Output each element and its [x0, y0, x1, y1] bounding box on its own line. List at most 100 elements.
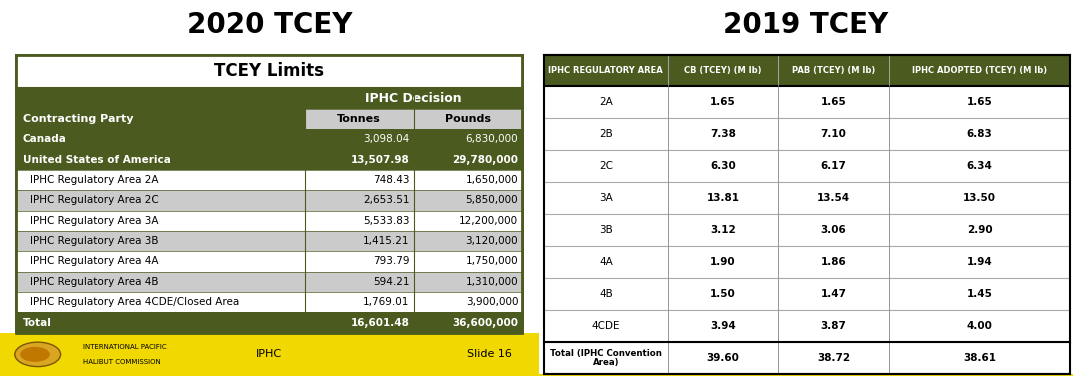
Bar	[544, 214, 667, 246]
Bar	[16, 231, 305, 251]
Text: Pounds: Pounds	[445, 114, 491, 124]
Bar	[544, 342, 667, 374]
Text: 16,601.48: 16,601.48	[351, 318, 409, 327]
Text: 2A: 2A	[599, 97, 613, 108]
Bar	[413, 170, 523, 190]
Bar	[667, 86, 778, 118]
Bar	[888, 182, 1071, 214]
Text: 1.65: 1.65	[821, 97, 847, 108]
Bar	[667, 118, 778, 150]
Text: HALIBUT COMMISSION: HALIBUT COMMISSION	[84, 359, 161, 365]
Text: IPHC Decision: IPHC Decision	[365, 92, 462, 105]
Text: 38.72: 38.72	[817, 353, 850, 363]
Text: 6.83: 6.83	[967, 129, 993, 139]
Text: IPHC Regulatory Area 2A: IPHC Regulatory Area 2A	[30, 175, 158, 185]
Bar	[305, 190, 413, 211]
Text: 4CDE: 4CDE	[591, 321, 620, 331]
Bar	[16, 170, 305, 190]
Bar	[544, 150, 667, 182]
Bar	[16, 251, 305, 271]
Bar	[539, 374, 1073, 376]
Text: IPHC Regulatory Area 2C: IPHC Regulatory Area 2C	[30, 196, 159, 205]
Text: 6.34: 6.34	[967, 161, 993, 171]
Text: IPHC Regulatory Area 3A: IPHC Regulatory Area 3A	[30, 216, 158, 226]
Text: Contracting Party: Contracting Party	[23, 114, 133, 124]
Bar	[413, 190, 523, 211]
Bar	[888, 310, 1071, 342]
Bar	[888, 342, 1071, 374]
Text: 2C: 2C	[599, 161, 613, 171]
Bar	[305, 170, 413, 190]
Bar	[305, 251, 413, 271]
Bar	[667, 150, 778, 182]
Bar	[544, 86, 667, 118]
Bar	[667, 214, 778, 246]
Bar	[16, 271, 305, 292]
Text: 5,850,000: 5,850,000	[466, 196, 518, 205]
Bar	[413, 109, 523, 129]
Text: 2.90: 2.90	[967, 225, 993, 235]
Text: 13.50: 13.50	[964, 193, 996, 203]
Bar	[888, 278, 1071, 310]
Bar	[16, 55, 523, 333]
Bar	[667, 246, 778, 278]
Bar	[305, 312, 413, 333]
Text: IPHC: IPHC	[256, 349, 282, 359]
Text: 3.87: 3.87	[821, 321, 847, 331]
Text: 38.61: 38.61	[964, 353, 996, 363]
Bar	[305, 149, 413, 170]
Text: IPHC Regulatory Area 4B: IPHC Regulatory Area 4B	[30, 277, 158, 287]
Text: IPHC Regulatory Area 3B: IPHC Regulatory Area 3B	[30, 236, 158, 246]
Text: 6,830,000: 6,830,000	[466, 134, 518, 144]
Text: 2B: 2B	[599, 129, 613, 139]
Text: CB (TCEY) (M lb): CB (TCEY) (M lb)	[685, 66, 762, 75]
Bar	[305, 231, 413, 251]
Bar	[16, 211, 305, 231]
Text: 3B: 3B	[599, 225, 613, 235]
Text: IPHC ADOPTED (TCEY) (M lb): IPHC ADOPTED (TCEY) (M lb)	[912, 66, 1047, 75]
Bar	[413, 251, 523, 271]
Text: PAB (TCEY) (M lb): PAB (TCEY) (M lb)	[792, 66, 876, 75]
Bar	[667, 182, 778, 214]
Text: 1.86: 1.86	[821, 257, 847, 267]
Text: 4.00: 4.00	[967, 321, 993, 331]
Bar	[413, 271, 523, 292]
Text: TCEY Limits: TCEY Limits	[215, 62, 324, 80]
Text: 3.12: 3.12	[710, 225, 736, 235]
Text: 1.65: 1.65	[967, 97, 993, 108]
Text: 13.81: 13.81	[706, 193, 739, 203]
Text: INTERNATIONAL PACIFIC: INTERNATIONAL PACIFIC	[84, 344, 167, 350]
Bar	[778, 118, 888, 150]
Bar	[667, 342, 778, 374]
Text: 6.30: 6.30	[710, 161, 736, 171]
Bar	[778, 246, 888, 278]
Text: 1.65: 1.65	[710, 97, 736, 108]
Text: 1.45: 1.45	[967, 289, 993, 299]
Bar	[16, 292, 305, 312]
Bar	[888, 55, 1071, 86]
Bar	[888, 118, 1071, 150]
Bar	[16, 190, 305, 211]
Bar	[778, 342, 888, 374]
Text: 3,098.04: 3,098.04	[363, 134, 409, 144]
Bar	[305, 211, 413, 231]
Text: 1.50: 1.50	[710, 289, 736, 299]
Bar	[413, 312, 523, 333]
Bar	[16, 109, 305, 129]
Bar	[888, 150, 1071, 182]
Bar	[544, 182, 667, 214]
Text: 6.17: 6.17	[821, 161, 847, 171]
Text: 7.10: 7.10	[821, 129, 847, 139]
Text: Total (IPHC Convention
Area): Total (IPHC Convention Area)	[549, 349, 662, 367]
Text: 1.94: 1.94	[967, 257, 993, 267]
Bar	[888, 214, 1071, 246]
Bar	[778, 55, 888, 86]
Text: 1,750,000: 1,750,000	[466, 256, 518, 267]
Bar	[16, 88, 305, 109]
Text: Tonnes: Tonnes	[337, 114, 381, 124]
Bar	[413, 211, 523, 231]
Text: 2019 TCEY: 2019 TCEY	[723, 11, 888, 39]
Bar	[544, 310, 667, 342]
Text: 3,120,000: 3,120,000	[466, 236, 518, 246]
Bar	[16, 129, 305, 150]
